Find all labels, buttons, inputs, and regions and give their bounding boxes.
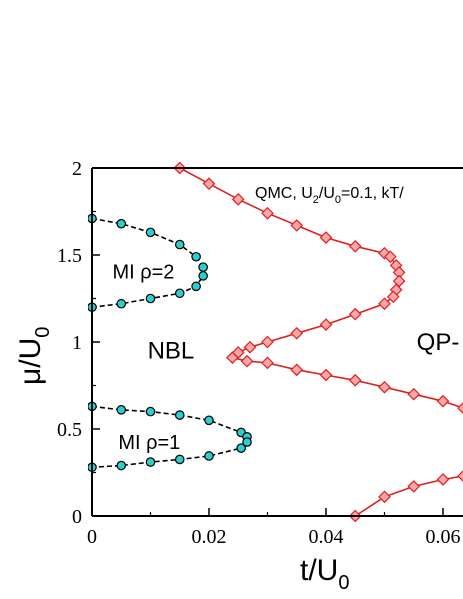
region-label-qp: QP- <box>417 329 460 356</box>
point-qp-upper-25 <box>319 368 333 382</box>
point-mi2-6 <box>198 271 208 281</box>
point-qp-upper-8 <box>384 250 397 264</box>
point-qp-upper-1 <box>202 177 216 191</box>
chart-annotation: QMC, U2/U0=0.1, kT/ <box>255 185 404 206</box>
point-qp-lower-1 <box>378 490 391 504</box>
x-tick-label-1: 0.02 <box>192 526 227 548</box>
point-mi1-1 <box>116 405 127 415</box>
point-mi2-4 <box>191 251 201 262</box>
region-labels: MI ρ=2 NBL MI ρ=1 QP- <box>112 262 459 455</box>
point-mi2-7 <box>191 281 201 292</box>
point-mi2-5 <box>198 262 208 272</box>
point-mi1-9 <box>204 451 214 461</box>
point-qp-upper-5 <box>319 231 333 244</box>
point-qp-upper-13 <box>386 290 400 304</box>
x-tick-label-0: 0 <box>87 526 97 548</box>
point-qp-upper-30 <box>457 402 463 414</box>
series-line-qp-lower <box>354 475 463 517</box>
point-mi1-3 <box>174 410 185 420</box>
point-qp-upper-23 <box>261 356 274 370</box>
point-qp-upper-24 <box>290 363 304 377</box>
point-qp-upper-28 <box>407 387 421 401</box>
y-tick-label-3: 1.5 <box>57 245 82 267</box>
point-qp-upper-6 <box>348 239 362 253</box>
x-axis-label: t/U0 <box>300 554 349 594</box>
y-tick-label-4: 2 <box>72 158 82 180</box>
point-mi1-7 <box>242 437 252 447</box>
y-tick-label-1: 0.5 <box>57 419 82 441</box>
point-qp-upper-4 <box>290 219 304 232</box>
region-label-mi1: MI ρ=1 <box>118 432 180 454</box>
y-tick-labels: 0 0.5 1 1.5 2 <box>57 158 82 528</box>
point-mi1-12 <box>116 460 127 471</box>
point-qp-upper-21 <box>226 351 239 365</box>
point-mi2-8 <box>174 288 185 299</box>
point-qp-upper-14 <box>378 297 391 311</box>
region-label-mi2: MI ρ=2 <box>112 262 174 284</box>
point-mi1-10 <box>174 454 185 465</box>
point-qp-upper-27 <box>378 380 391 394</box>
series-layer <box>88 161 463 523</box>
point-mi1-8 <box>236 443 246 453</box>
y-axis-label: μ/U0 <box>14 327 54 385</box>
point-mi1-2 <box>145 406 156 417</box>
y-tick-label-0: 0 <box>72 506 82 528</box>
point-qp-upper-15 <box>348 307 362 321</box>
point-mi2-3 <box>174 239 185 250</box>
x-tick-labels: 0 0.02 0.04 0.06 <box>87 526 461 548</box>
point-mi2-9 <box>145 293 156 304</box>
point-qp-upper-29 <box>436 394 450 408</box>
point-qp-upper-22 <box>240 354 254 368</box>
point-mi2-10 <box>116 298 127 309</box>
series-mi1 <box>88 401 252 473</box>
point-mi2-2 <box>145 227 156 238</box>
x-tick-label-2: 0.04 <box>309 526 344 548</box>
point-qp-lower-3 <box>436 473 450 486</box>
y-tick-label-2: 1 <box>72 332 82 354</box>
series-qp-lower <box>348 470 463 523</box>
region-label-nbl: NBL <box>148 338 195 365</box>
point-qp-upper-19 <box>243 340 257 354</box>
point-mi1-4 <box>204 415 214 426</box>
series-qp-upper <box>173 161 463 414</box>
point-qp-upper-2 <box>231 192 245 206</box>
point-qp-upper-7 <box>378 246 391 260</box>
point-qp-upper-16 <box>319 318 333 331</box>
point-qp-upper-26 <box>348 373 362 387</box>
point-qp-upper-18 <box>261 335 274 349</box>
point-qp-upper-17 <box>290 326 304 340</box>
series-mi2 <box>88 213 208 312</box>
series-line-qp-upper <box>179 167 463 409</box>
point-qp-lower-4 <box>457 470 463 482</box>
point-qp-upper-3 <box>261 206 274 220</box>
point-mi2-1 <box>116 218 127 229</box>
point-qp-lower-2 <box>407 480 421 493</box>
point-mi1-11 <box>145 457 156 467</box>
x-tick-label-3: 0.06 <box>426 526 461 548</box>
